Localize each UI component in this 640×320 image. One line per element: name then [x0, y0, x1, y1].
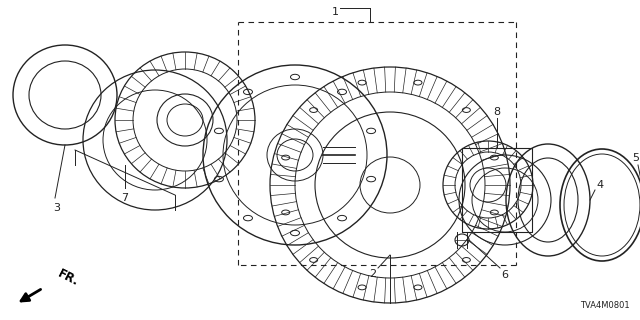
Text: 3: 3 [54, 203, 61, 213]
Text: 4: 4 [596, 180, 604, 190]
Text: 5: 5 [632, 153, 639, 163]
Text: TVA4M0801: TVA4M0801 [580, 301, 630, 310]
Text: 7: 7 [122, 193, 129, 203]
Text: FR.: FR. [56, 268, 81, 289]
Text: 1: 1 [332, 7, 339, 17]
Text: 2: 2 [369, 269, 376, 279]
Text: 6: 6 [502, 270, 509, 280]
Text: 8: 8 [493, 107, 500, 117]
